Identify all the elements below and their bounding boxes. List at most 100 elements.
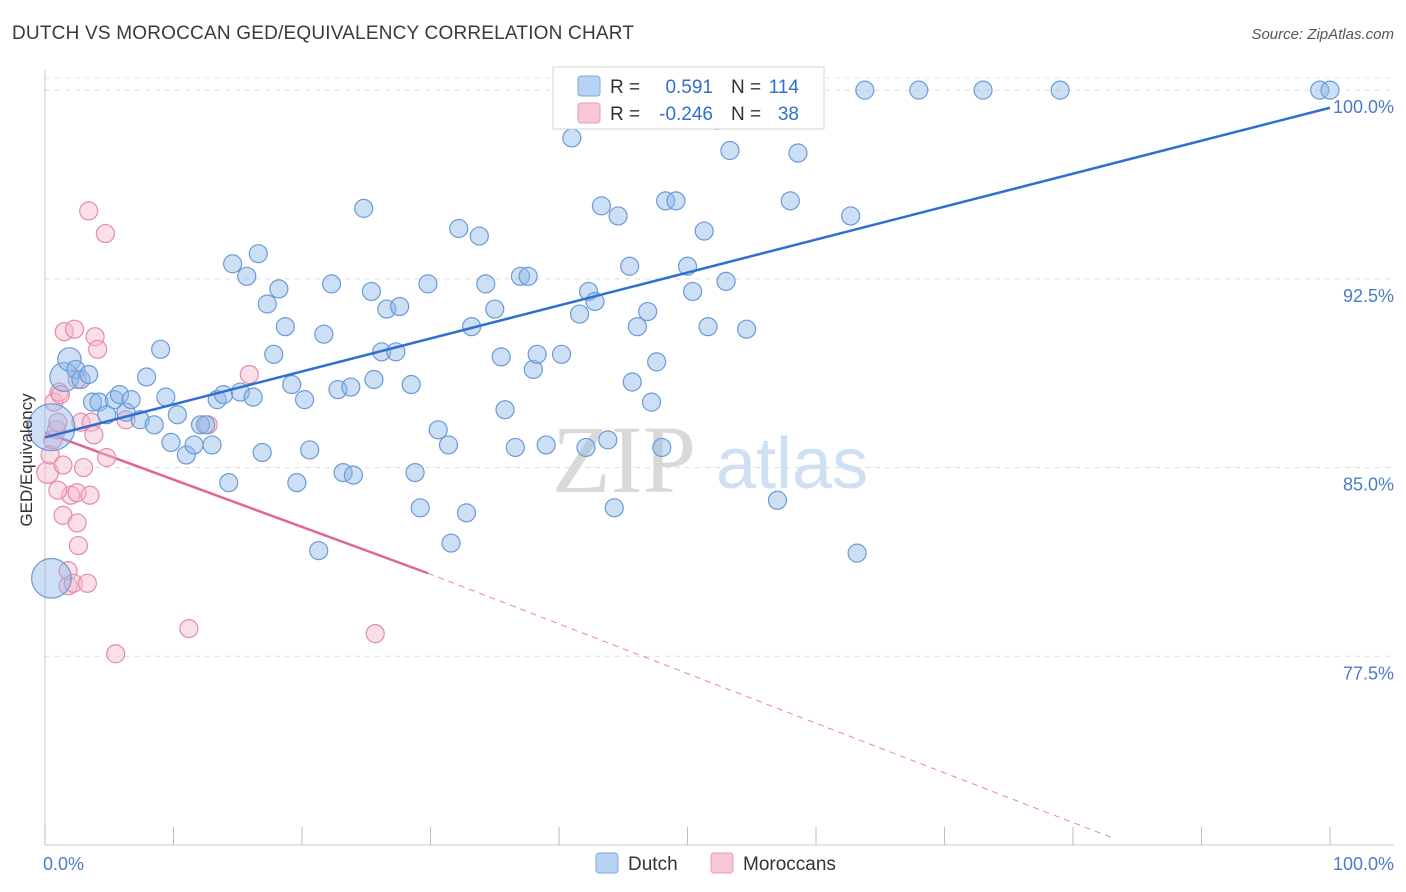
watermark-atlas: atlas [716, 424, 868, 504]
moroccans-point [88, 339, 108, 359]
dutch-point [214, 384, 234, 405]
dutch-point [156, 387, 176, 407]
dutch-point [361, 281, 381, 302]
dutch-point [248, 244, 268, 264]
dutch-point [469, 226, 489, 246]
watermark: ZIP atlas [552, 406, 868, 513]
moroccans-point [77, 573, 98, 593]
dutch-point [518, 266, 538, 286]
watermark-zip: ZIP [552, 406, 696, 513]
moroccans-point [58, 561, 78, 581]
moroccans-point [239, 364, 259, 385]
dutch-point [788, 143, 808, 163]
y-tick-label: 100.0% [1333, 97, 1394, 117]
dutch-point [418, 274, 438, 294]
dutch-point [282, 374, 302, 395]
trend-moroccans [44, 431, 1112, 838]
dutch-point [136, 367, 157, 387]
dutch-point [257, 294, 277, 314]
y-tick-label: 92.5% [1343, 286, 1394, 306]
moroccans-point [44, 392, 64, 412]
moroccans-point [68, 535, 89, 556]
series-dutch [27, 80, 1340, 599]
moroccans-point [48, 412, 68, 432]
dutch-point [737, 319, 757, 339]
moroccans-trend-extension [427, 572, 1112, 838]
tick-labels: 100.0% 92.5% 85.0% 77.5% 0.0% 100.0% [43, 97, 1394, 874]
dutch-point [441, 533, 461, 553]
dutch-point [151, 339, 171, 359]
dutch-point [683, 281, 703, 302]
moroccans-point [64, 319, 85, 339]
dutch-point [569, 304, 590, 324]
dutch-point [641, 392, 662, 412]
dutch-point [161, 432, 181, 453]
dutch-point [438, 435, 459, 455]
dutch-point [275, 317, 295, 337]
dutch-point [847, 543, 867, 563]
dutch-point [79, 364, 99, 385]
bottom-legend-swatch-moroccans [710, 852, 734, 874]
dutch-point [223, 254, 243, 274]
dutch-point [167, 405, 187, 425]
dutch-point [264, 344, 284, 364]
dutch-point [405, 462, 425, 483]
dutch-point [780, 191, 800, 211]
series-legend: Dutch Moroccans [595, 852, 836, 875]
moroccans-point [365, 624, 385, 644]
dutch-point [66, 359, 86, 380]
dutch-point [1320, 80, 1340, 100]
dutch-point [364, 369, 384, 390]
dutch-point [666, 191, 686, 211]
legend-dutch-r-value: 0.591 [665, 77, 713, 98]
dutch-point [354, 198, 374, 218]
chart-title: DUTCH VS MOROCCAN GED/EQUIVALENCY CORREL… [12, 23, 634, 44]
dutch-point [536, 435, 556, 455]
stats-legend: R = 0.591 N = 114 R = -0.246 N = 38 [552, 66, 825, 130]
dutch-point [109, 384, 130, 405]
dutch-point [121, 390, 141, 410]
dutch-point [314, 324, 334, 344]
dutch-point [237, 266, 257, 286]
dutch-point [627, 317, 647, 337]
dutch-point [321, 274, 342, 294]
dutch-point [401, 374, 421, 395]
moroccans-point [95, 223, 115, 244]
dutch-point [300, 440, 320, 460]
dutch-trend-line [44, 106, 1331, 439]
dutch-point [287, 473, 307, 493]
dutch-point [638, 301, 658, 322]
dutch-point [698, 317, 718, 337]
dutch-point [252, 442, 272, 463]
legend-dutch-r-label: R = [610, 77, 640, 98]
dutch-point [27, 403, 76, 452]
legend-moroccans-n-value: 38 [778, 104, 799, 125]
trend-dutch [44, 106, 1331, 439]
dutch-point [341, 377, 361, 397]
moroccans-trend-line [44, 431, 429, 575]
dutch-point [973, 80, 993, 100]
dutch-point [909, 80, 929, 100]
dutch-point [622, 372, 642, 392]
moroccans-point [106, 644, 126, 664]
dutch-point [647, 352, 667, 372]
moroccans-point [58, 576, 78, 596]
dutch-point [202, 435, 222, 455]
dutch-point [523, 359, 543, 380]
dutch-point [31, 557, 72, 599]
dutch-point [716, 271, 736, 291]
bottom-legend-dutch: Dutch [628, 854, 678, 875]
legend-dutch-n-label: N = [731, 77, 761, 98]
dutch-point [190, 415, 211, 435]
legend-swatch-moroccans [577, 102, 601, 124]
dutch-point [855, 80, 875, 100]
dutch-point [495, 400, 515, 420]
dutch-point [144, 415, 164, 435]
dutch-point [410, 498, 430, 518]
dutch-point [551, 344, 572, 364]
dutch-point [428, 420, 448, 440]
dutch-point [510, 266, 531, 286]
dutch-point [49, 361, 80, 392]
x-tick-label: 0.0% [43, 854, 84, 874]
y-tick-label: 77.5% [1343, 663, 1394, 683]
